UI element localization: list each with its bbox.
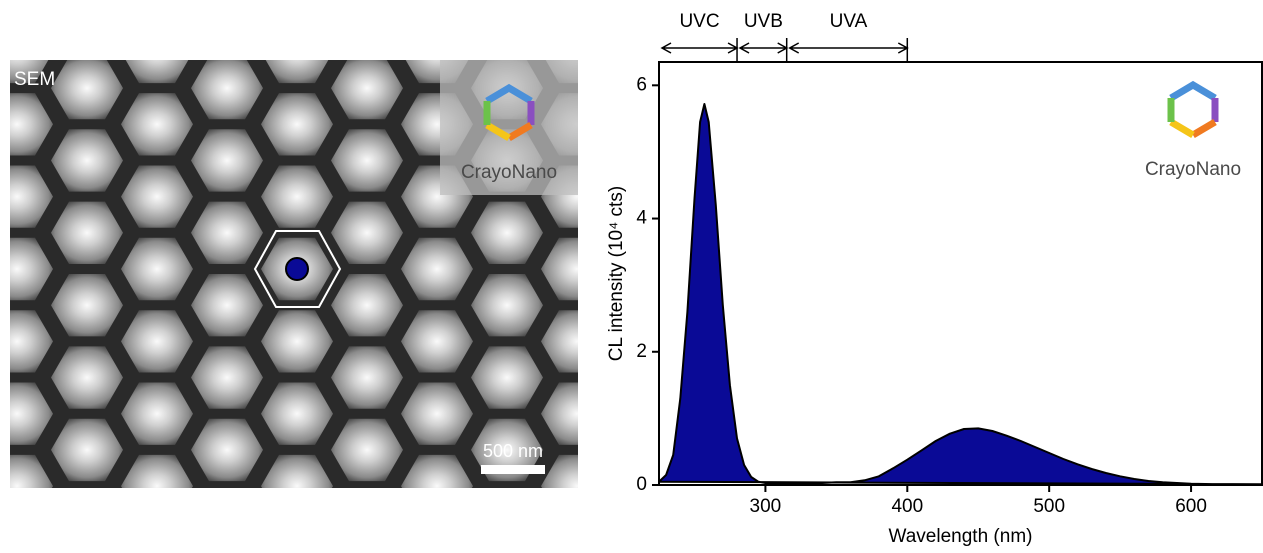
x-tick-label: 600: [1175, 496, 1207, 517]
y-axis-label: CL intensity (10⁴ cts): [606, 186, 627, 361]
scale-bar-label: 500 nm: [483, 441, 543, 461]
sem-label: SEM: [14, 69, 55, 90]
measurement-spot: [286, 258, 308, 280]
band-arrow: [662, 43, 737, 53]
logo-text: CrayoNano: [461, 162, 557, 183]
band-label: UVB: [744, 11, 783, 32]
x-tick-label: 500: [1033, 496, 1065, 517]
grain: [331, 491, 403, 548]
y-tick-label: 2: [636, 341, 647, 362]
band-arrow: [740, 43, 787, 53]
band-arrow: [790, 43, 908, 53]
band-label: UVC: [679, 11, 719, 32]
grain: [471, 491, 543, 548]
band-label: UVA: [830, 11, 868, 32]
x-tick-label: 400: [891, 496, 923, 517]
y-tick-label: 0: [636, 474, 647, 495]
x-axis-label: Wavelength (nm): [889, 526, 1033, 547]
x-tick-label: 300: [750, 496, 782, 517]
grain: [191, 491, 263, 548]
logo-mark: [1171, 85, 1215, 135]
y-tick-label: 6: [636, 74, 647, 95]
logo-text: CrayoNano: [1145, 159, 1241, 180]
figure: CrayoNano SEM 500 nm CrayoNano 300 400 500…: [0, 0, 1263, 548]
grain: [51, 491, 123, 548]
y-tick-label: 4: [636, 208, 647, 229]
scale-bar: [481, 465, 545, 474]
